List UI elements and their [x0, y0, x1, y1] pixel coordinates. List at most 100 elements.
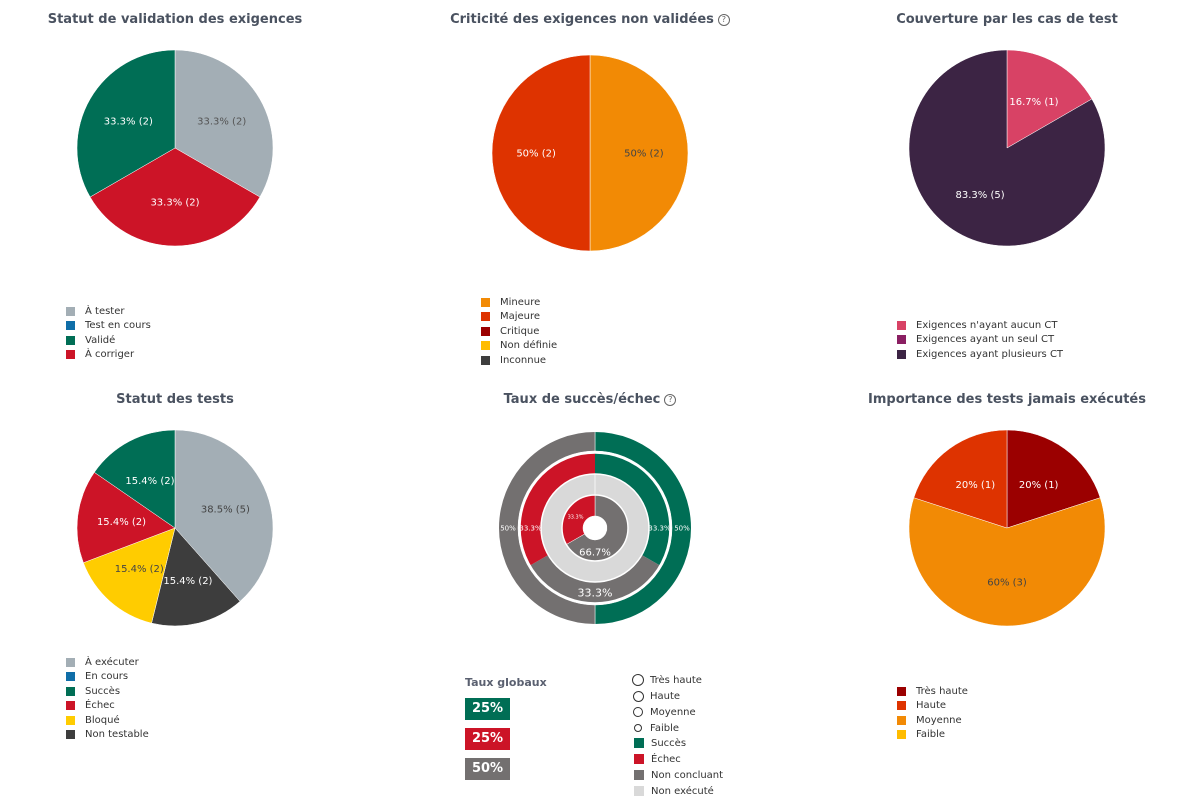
pie-slice-a-executer[interactable] — [174, 429, 274, 602]
legend-item-exigences-n-ayant-aucun-ct[interactable]: Exigences n'ayant aucun CT — [897, 318, 1063, 333]
chart-5: 20% (1) 60% (3) 20% (1) — [908, 429, 1106, 627]
legend-label: Critique — [500, 325, 540, 337]
pie-slice-majeure[interactable] — [491, 54, 591, 252]
legend-item-critique[interactable]: Critique — [481, 324, 557, 339]
pie-slice-a-corriger[interactable] — [89, 147, 261, 247]
legend-item-test-en-cours[interactable]: Test en cours — [66, 319, 151, 334]
legend-swatch — [66, 335, 75, 345]
circle-icon — [634, 724, 642, 732]
chart-title-text: Criticité des exigences non validées — [450, 12, 714, 27]
legend-item-faible[interactable]: Faible — [632, 720, 702, 736]
chart-title-text: Importance des tests jamais exécutés — [868, 392, 1146, 407]
legend-item-a-executer[interactable]: À exécuter — [66, 655, 149, 670]
legend-swatch — [897, 349, 906, 359]
pie-slice-valide[interactable] — [76, 49, 176, 198]
legend-label: Mineure — [500, 296, 541, 308]
chart-2: 16.7% (1) 83.3% (5) — [908, 49, 1106, 247]
ring-haute-non-concluant[interactable] — [530, 555, 660, 603]
legend-swatch — [897, 730, 906, 740]
legend-item-valide[interactable]: Validé — [66, 333, 151, 348]
legend-item-exigences-ayant-plusieurs-ct[interactable]: Exigences ayant plusieurs CT — [897, 347, 1063, 362]
legend-item-succes[interactable]: Succès — [633, 735, 723, 751]
legend-item-haute[interactable]: Haute — [632, 688, 702, 704]
legend-item-echec[interactable]: Échec — [633, 751, 723, 767]
chart-4: 50%50% 33.3%33.3%33.3%66.7%33.3% — [497, 430, 693, 626]
legend-item-moyenne[interactable]: Moyenne — [632, 704, 702, 720]
legend-item-exigences-ayant-un-seul-ct[interactable]: Exigences ayant un seul CT — [897, 333, 1063, 348]
pie-slice-moyenne[interactable] — [908, 497, 1106, 627]
pie-slice-succes[interactable] — [93, 429, 176, 529]
global-rate-badge: 25% — [465, 728, 510, 750]
legend-item-tres-haute[interactable]: Très haute — [632, 672, 702, 688]
slice-label: 20% (1) — [1019, 480, 1059, 491]
ring-label: 33.3% — [648, 524, 671, 532]
legend-label: Non exécuté — [651, 785, 714, 797]
legend-label: Succès — [85, 685, 121, 697]
legend-item-inconnue[interactable]: Inconnue — [481, 353, 557, 368]
legend-item-moyenne[interactable]: Moyenne — [897, 713, 968, 728]
legend-item-a-corriger[interactable]: À corriger — [66, 348, 151, 363]
pie-slice-tres-haute[interactable] — [1006, 429, 1101, 529]
chart-title: Importance des tests jamais exécutés — [827, 392, 1187, 407]
legend-item-mineure[interactable]: Mineure — [481, 295, 557, 310]
global-rates-title: Taux globaux — [465, 676, 547, 689]
pie-slice-haute[interactable] — [913, 429, 1008, 529]
legend-item-a-tester[interactable]: À tester — [66, 304, 151, 319]
help-icon[interactable]: ? — [664, 394, 677, 406]
ring-border — [540, 473, 650, 583]
pie-slice-exigences-n-ayant-aucun-ct[interactable] — [1006, 49, 1093, 149]
legend-label: Faible — [916, 729, 946, 741]
slice-label: 15.4% (2) — [97, 517, 146, 528]
legend-label: À exécuter — [85, 656, 139, 668]
legend-label: Test en cours — [85, 320, 151, 332]
pie-slice-exigences-ayant-plusieurs-ct[interactable] — [908, 49, 1106, 247]
pie-slice-echec[interactable] — [76, 471, 176, 564]
chart-legend: Très haute Haute Moyenne Faible — [897, 684, 968, 742]
circle-icon — [633, 707, 643, 717]
chart-0: 33.3% (2) 33.3% (2) 33.3% (2) — [76, 49, 274, 247]
slice-label: 15.4% (2) — [115, 564, 164, 575]
pie-slice-bloque[interactable] — [83, 527, 176, 624]
ring-haute-echec[interactable] — [520, 453, 595, 566]
chart-legend: À exécuter En cours Succès Échec Bloqué Non t… — [66, 655, 149, 742]
pie-slice-mineure[interactable] — [589, 54, 689, 252]
ring-label: 33.3% — [578, 586, 613, 599]
legend-label: Non testable — [85, 729, 149, 741]
legend-swatch — [897, 320, 906, 330]
legend-swatch — [66, 730, 75, 740]
legend-item-non-execute[interactable]: Non exécuté — [633, 783, 723, 799]
legend-item-faible[interactable]: Faible — [897, 728, 968, 743]
legend-item-bloque[interactable]: Bloqué — [66, 713, 149, 728]
legend-item-non-concluant[interactable]: Non concluant — [633, 767, 723, 783]
legend-item-majeure[interactable]: Majeure — [481, 310, 557, 325]
legend-item-non-definie[interactable]: Non définie — [481, 339, 557, 354]
help-icon[interactable]: ? — [717, 14, 730, 26]
ring-label: 33.3% — [519, 524, 542, 532]
slice-label: 33.3% (2) — [150, 197, 199, 208]
legend-label: À corriger — [85, 349, 135, 361]
pie-slice-a-tester[interactable] — [174, 49, 274, 198]
legend-item-haute[interactable]: Haute — [897, 699, 968, 714]
ring-label: 33.3% — [568, 514, 584, 520]
legend-swatch — [66, 686, 75, 696]
chart-legend: À tester Test en cours Validé À corriger — [66, 304, 151, 362]
ring-haute-succes[interactable] — [595, 453, 670, 566]
chart-legend: Mineure Majeure Critique Non définie Inconnu… — [481, 295, 557, 368]
legend-item-echec[interactable]: Échec — [66, 699, 149, 714]
legend-label: Haute — [916, 700, 947, 712]
slice-label: 50% (2) — [516, 149, 556, 160]
legend-swatch — [897, 715, 906, 725]
chart-title: Couverture par les cas de test — [827, 12, 1187, 27]
legend-item-tres-haute[interactable]: Très haute — [897, 684, 968, 699]
legend-item-succes[interactable]: Succès — [66, 684, 149, 699]
legend-label: En cours — [85, 671, 129, 683]
global-rate-badge: 50% — [465, 758, 510, 780]
legend-item-en-cours[interactable]: En cours — [66, 670, 149, 685]
legend-swatch — [897, 335, 906, 345]
legend-label: Non définie — [500, 340, 558, 352]
legend-item-non-testable[interactable]: Non testable — [66, 728, 149, 743]
chart-title: Criticité des exigences non validées? — [410, 12, 770, 27]
pie-slice-non-testable[interactable] — [151, 527, 241, 627]
legend-swatch — [481, 326, 490, 336]
legend-swatch — [66, 672, 75, 682]
